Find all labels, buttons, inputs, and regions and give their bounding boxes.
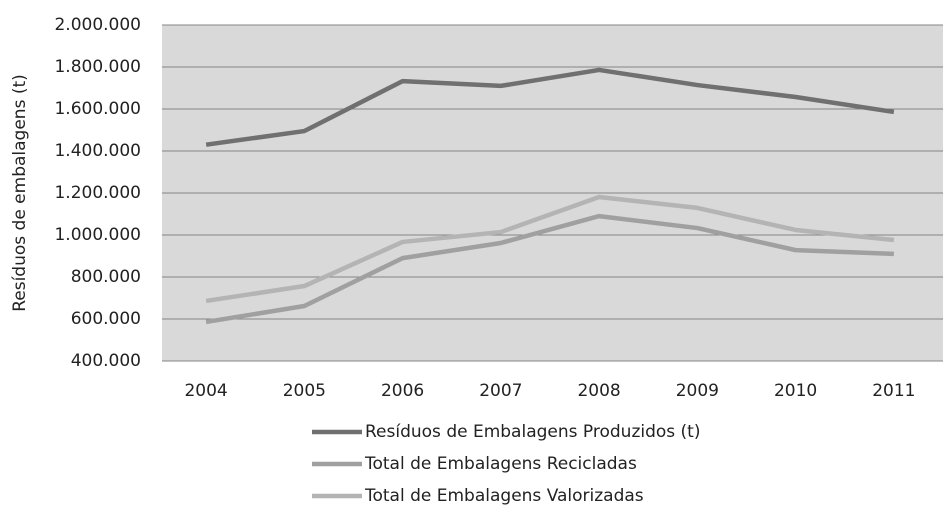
x-tick-label: 2008: [577, 381, 620, 401]
series-line: [205, 194, 895, 304]
x-tick-label: 2005: [283, 381, 326, 401]
y-tick-label: 1.000.000: [54, 225, 141, 245]
y-tick-label: 400.000: [71, 351, 141, 371]
x-tick-label: 2006: [381, 381, 424, 401]
series-line: [205, 67, 895, 147]
series-line: [205, 213, 894, 325]
y-axis-label: Resíduos de embalagens (t): [10, 74, 30, 312]
y-tick-label: 800.000: [71, 267, 141, 287]
x-tick-label: 2010: [774, 381, 817, 401]
x-tick-label: 2009: [676, 381, 719, 401]
y-tick-label: 2.000.000: [54, 15, 141, 35]
y-tick-label: 600.000: [71, 309, 141, 329]
x-tick-label: 2011: [872, 381, 915, 401]
y-tick-label: 1.600.000: [54, 99, 141, 119]
y-tick-label: 1.400.000: [54, 141, 141, 161]
legend-label: Total de Embalagens Valorizadas: [364, 486, 644, 506]
x-tick-label: 2004: [184, 381, 227, 401]
legend-label: Total de Embalagens Recicladas: [364, 454, 637, 474]
x-tick-label: 2007: [479, 381, 522, 401]
y-tick-label: 1.200.000: [54, 183, 141, 203]
legend-label: Resíduos de Embalagens Produzidos (t): [365, 422, 700, 442]
y-tick-label: 1.800.000: [54, 57, 141, 77]
